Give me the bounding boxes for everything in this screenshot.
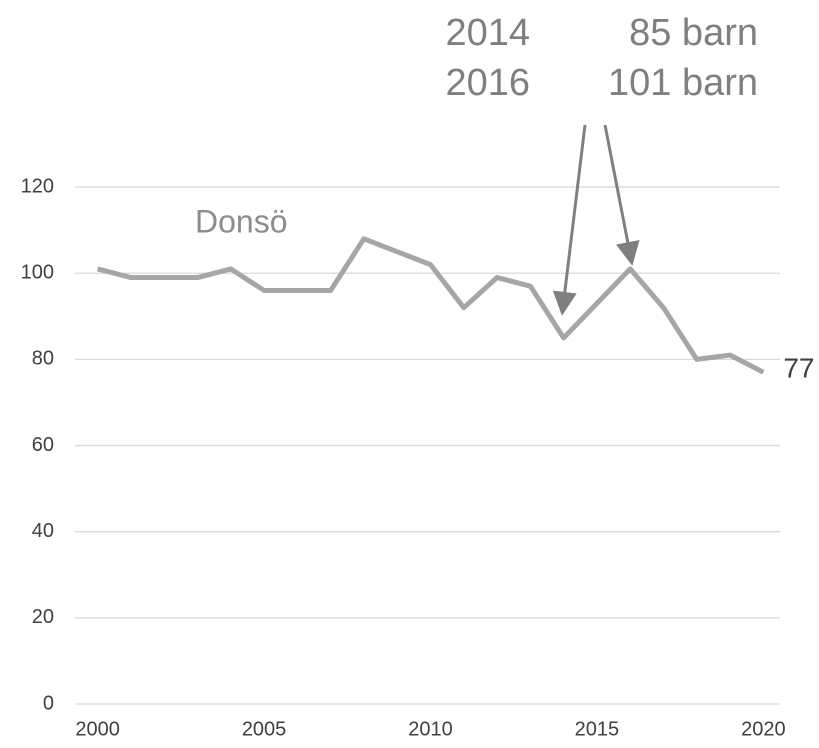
x-tick-label: 2020: [741, 718, 786, 740]
y-tick-label: 80: [32, 348, 54, 370]
annotation: 2014: [445, 12, 530, 54]
annotation: 85 barn: [629, 12, 758, 54]
annotation: 2016: [445, 62, 530, 104]
x-tick-label: 2005: [242, 718, 287, 740]
series-label: Donsö: [195, 203, 288, 239]
x-tick-label: 2015: [575, 718, 620, 740]
data-label: 77: [783, 353, 814, 384]
y-tick-label: 40: [32, 520, 54, 542]
annotation: 101 barn: [608, 62, 758, 104]
arrow: [552, 124, 587, 316]
x-tick-label: 2010: [408, 718, 453, 740]
y-tick-label: 60: [32, 434, 54, 456]
x-tick-label: 2000: [75, 718, 120, 740]
y-tick-label: 100: [21, 262, 54, 284]
y-tick-label: 20: [32, 606, 54, 628]
line: [97, 236, 765, 375]
y-tick-label: 120: [21, 175, 54, 197]
arrow: [603, 124, 640, 266]
y-tick-label: 0: [43, 692, 54, 714]
